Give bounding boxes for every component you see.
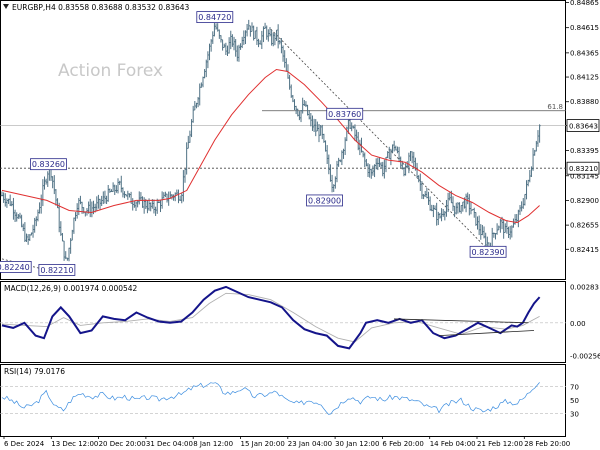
time-tick-label: 6 Feb 20:00 xyxy=(382,440,423,448)
price-annotation-box xyxy=(0,261,32,273)
macd-panel-frame xyxy=(0,281,566,363)
rsi-y-tick-label: 50 xyxy=(570,397,579,405)
main-y-tick-label: 0.83880 xyxy=(570,98,599,106)
macd-line xyxy=(1,285,541,350)
rsi-panel-frame xyxy=(0,364,566,437)
price-annotation: 0.83760 xyxy=(326,107,364,120)
main-y-tick-label: 0.82655 xyxy=(570,222,599,230)
main-y-tick-label: 0.83145 xyxy=(570,172,599,180)
price-annotation: 0.82900 xyxy=(306,194,343,207)
watermark-text: Action Forex xyxy=(58,61,163,81)
rsi-line xyxy=(1,382,540,415)
main-y-tick-label: 0.84365 xyxy=(570,49,599,57)
level-price-label: 0.83210 xyxy=(569,165,598,173)
current-price-label: 0.83643 xyxy=(569,123,598,131)
price-annotation-box xyxy=(469,245,507,258)
time-tick-label: 23 Jan 04:00 xyxy=(288,440,332,448)
price-annotation: 0.82390 xyxy=(469,245,507,258)
time-tick-label: 13 Dec 12:00 xyxy=(51,440,98,448)
price-annotation-label: 0.83760 xyxy=(328,110,361,119)
price-bars xyxy=(0,19,541,262)
price-annotation-box xyxy=(306,194,343,207)
price-annotation-label: 0.84720 xyxy=(198,13,231,22)
rsi-y-tick-label: 70 xyxy=(570,383,579,391)
price-annotation-label: 0.82210 xyxy=(40,266,73,275)
macd-signal-line xyxy=(1,292,540,343)
main-header-icon xyxy=(3,4,9,9)
macd-y-tick-label: 0.00283 xyxy=(570,283,599,291)
level-price-box xyxy=(566,161,600,175)
main-y-tick-label: 0.84125 xyxy=(570,74,599,82)
macd-trendline xyxy=(393,318,529,324)
price-annotation-label: 0.82900 xyxy=(308,196,341,205)
price-annotation-box xyxy=(326,107,364,120)
price-annotation-box xyxy=(30,158,67,171)
price-annotation: 0.82210 xyxy=(38,264,76,276)
time-tick-label: 15 Jan 20:00 xyxy=(241,440,285,448)
price-annotation-label: 0.82240 xyxy=(0,263,30,272)
time-tick-label: 21 Feb 12:00 xyxy=(477,440,523,448)
fib-label: 61.8 xyxy=(547,103,563,111)
main-y-tick-label: 0.82415 xyxy=(570,246,599,254)
time-tick-label: 8 Jan 12:00 xyxy=(193,440,233,448)
price-annotation: 0.84720 xyxy=(196,11,234,24)
rsi-y-tick-label: 30 xyxy=(570,411,579,419)
price-bar xyxy=(538,124,541,143)
time-tick-label: 31 Dec 04:00 xyxy=(146,440,193,448)
rsi-panel-header: RSI(14) 79.0176 xyxy=(4,367,65,376)
main-y-tick-label: 0.83395 xyxy=(570,147,599,155)
price-annotation: 0.83260 xyxy=(30,158,67,171)
macd-y-tick-label: 0.00 xyxy=(570,320,586,328)
time-tick-label: 14 Feb 04:00 xyxy=(430,440,476,448)
price-annotation-box xyxy=(196,11,234,24)
price-annotation-box xyxy=(38,264,76,276)
macd-panel-header: MACD(12,26,9) 0.001974 0.000542 xyxy=(4,284,138,293)
time-tick-label: 30 Jan 12:00 xyxy=(335,440,379,448)
main-panel-header: EURGBP,H4 0.83558 0.83688 0.83532 0.8364… xyxy=(12,3,190,12)
macd-y-tick-label: -0.002563 xyxy=(570,353,600,361)
moving-average-line xyxy=(1,68,540,224)
price-annotation: 0.82240 xyxy=(0,261,32,273)
main-y-tick-label: 0.82900 xyxy=(570,197,599,205)
main-y-tick-label: 0.84865 xyxy=(570,0,599,7)
macd-trendline xyxy=(438,330,535,337)
time-tick-label: 28 Feb 20:00 xyxy=(524,440,570,448)
current-price-box xyxy=(566,119,600,132)
price-annotation-label: 0.82390 xyxy=(472,248,505,257)
price-annotation-label: 0.83260 xyxy=(32,160,65,169)
time-tick-label: 6 Dec 2024 xyxy=(4,440,45,448)
main-y-tick-label: 0.84615 xyxy=(570,24,599,32)
time-tick-label: 20 Dec 20:00 xyxy=(99,440,146,448)
